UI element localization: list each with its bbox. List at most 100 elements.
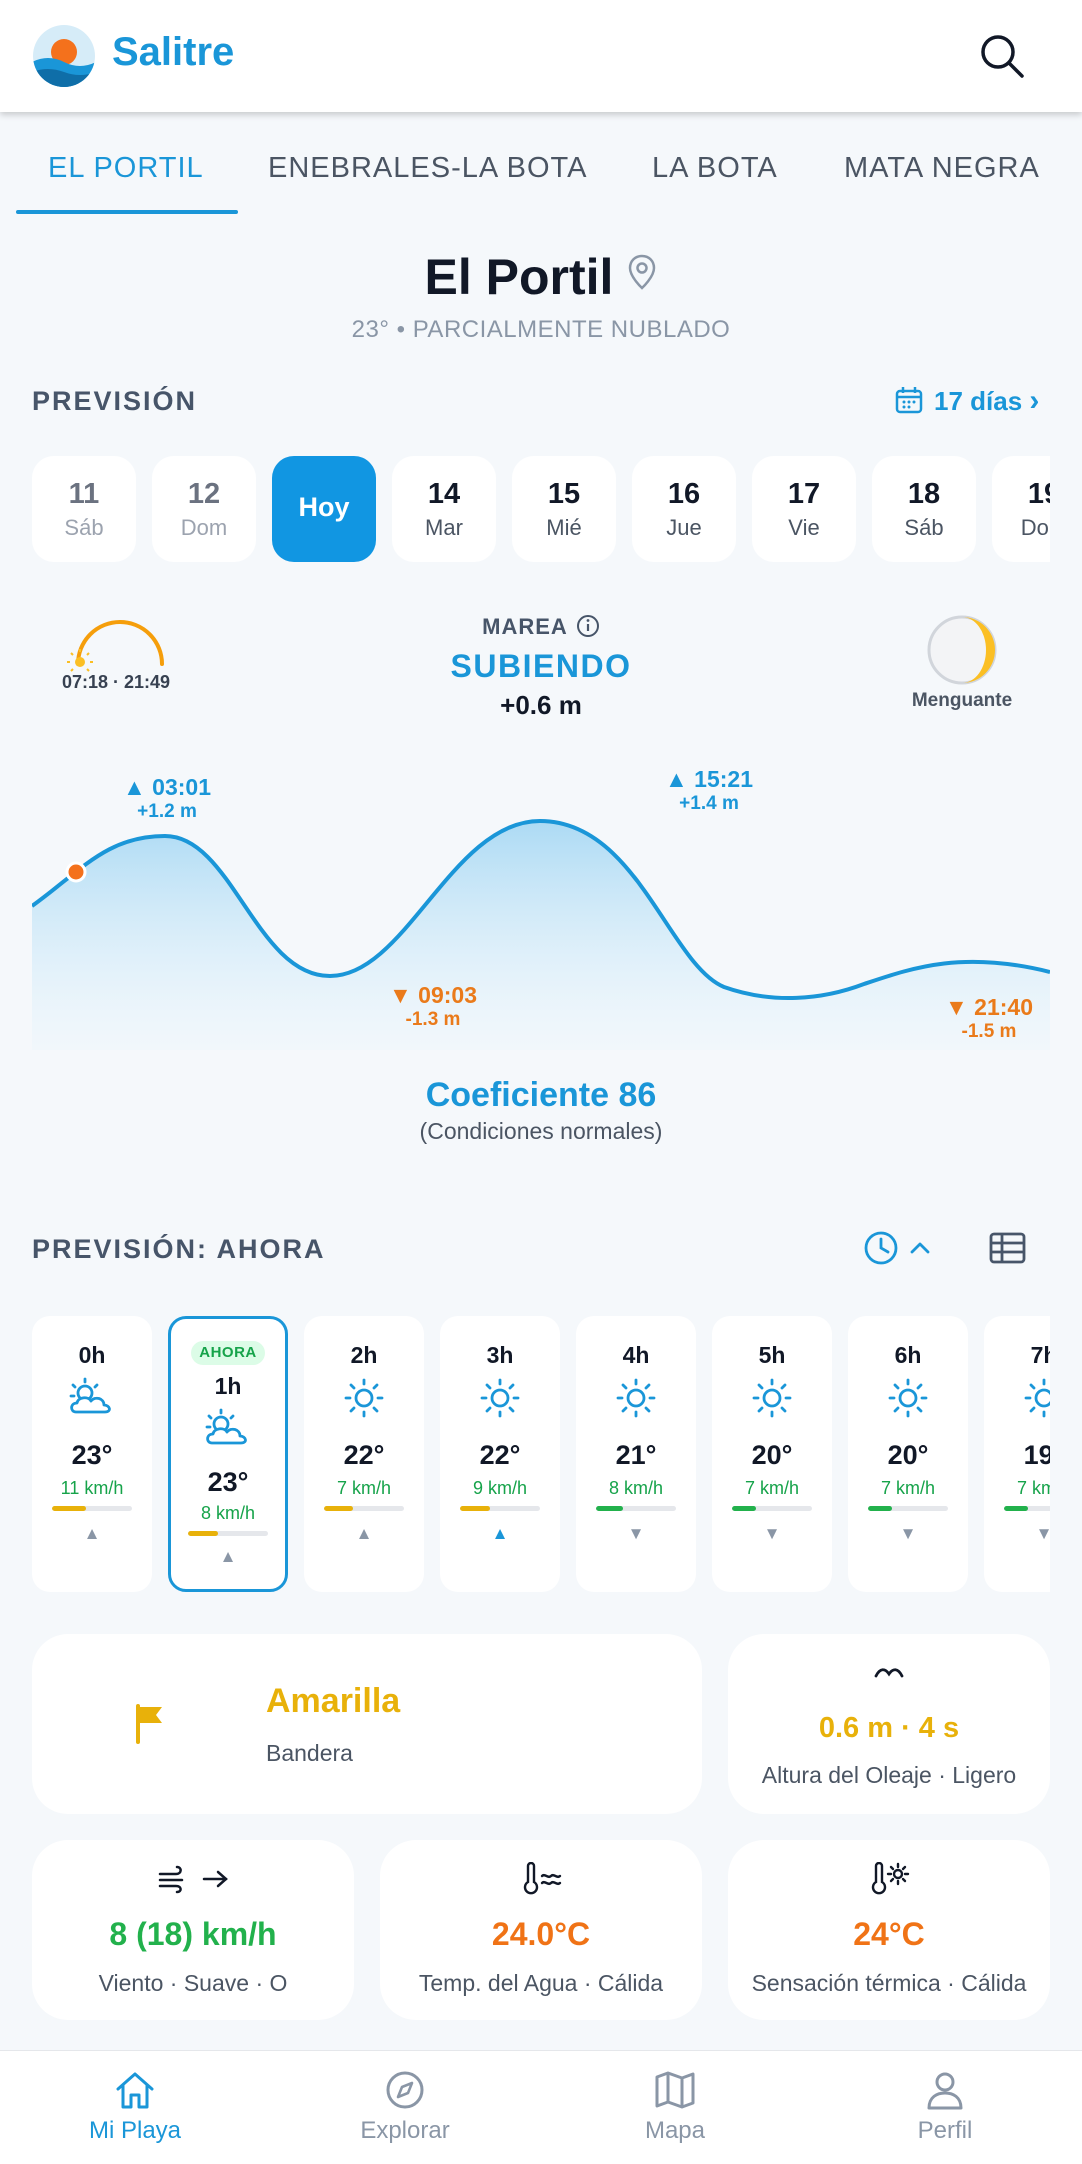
hour-temp: 19° xyxy=(1023,1440,1050,1470)
tide-coefficient-note: (Condiciones normales) xyxy=(419,1118,663,1144)
partly-cloudy-icon xyxy=(205,1408,247,1445)
tide-time: ▲ 03:01 xyxy=(123,774,211,800)
search-icon[interactable] xyxy=(976,30,1028,82)
day-chip[interactable]: 14 Mar xyxy=(392,456,496,562)
user-icon xyxy=(927,2072,963,2110)
day-chip[interactable]: 17 Vie xyxy=(752,456,856,562)
location-title: El Portil xyxy=(0,248,1082,306)
hour-label: 5h xyxy=(758,1342,786,1368)
tide-label-text: MAREA xyxy=(482,614,568,639)
day-name: Mar xyxy=(425,515,463,540)
tide-trend-icon: ▲ xyxy=(491,1524,509,1543)
clock-toggle-icon[interactable] xyxy=(864,1228,934,1268)
hour-card[interactable]: 5h 20° 7 km/h ▼ xyxy=(712,1316,832,1592)
sun-icon xyxy=(480,1378,520,1418)
day-number: 12 xyxy=(187,478,221,510)
tide-trend-icon: ▼ xyxy=(899,1524,917,1543)
nav-perfil[interactable]: Perfil xyxy=(810,2051,1080,2164)
day-name: Sáb xyxy=(904,515,944,540)
hour-card[interactable]: 7h 19° 7 km/h ▼ xyxy=(984,1316,1050,1592)
day-name: Mié xyxy=(546,515,582,540)
day-chip-today[interactable]: Hoy xyxy=(272,456,376,562)
tide-coefficient: Coeficiente 86 xyxy=(425,1076,657,1114)
nav-label: Mapa xyxy=(644,2117,706,2144)
tide-trend-icon: ▲ xyxy=(83,1524,101,1543)
day-chip[interactable]: 12 Dom xyxy=(152,456,256,562)
waves-label: Altura del Oleaje · Ligero xyxy=(761,1762,1017,1788)
tide-trend-icon: ▼ xyxy=(763,1524,781,1543)
sun-icon xyxy=(616,1378,656,1418)
tide-label: MAREA xyxy=(0,614,1082,640)
day-name: Sáb xyxy=(64,515,104,540)
tide-time: ▲ 15:21 xyxy=(665,766,753,792)
waves-card[interactable]: 0.6 m · 4 s Altura del Oleaje · Ligero xyxy=(728,1634,1050,1814)
hour-label: 7h xyxy=(1030,1342,1050,1368)
hour-card-now[interactable]: AHORA 1h 23° 8 km/h ▲ xyxy=(168,1316,288,1592)
hour-label: 0h xyxy=(78,1342,106,1368)
tide-line xyxy=(32,818,1050,1001)
tab-la-bota[interactable]: LA BOTA xyxy=(652,152,778,184)
nav-mi-playa[interactable]: Mi Playa xyxy=(0,2051,270,2164)
day-chip[interactable]: 15 Mié xyxy=(512,456,616,562)
day-chip[interactable]: 18 Sáb xyxy=(872,456,976,562)
day-chip[interactable]: 11 Sáb xyxy=(32,456,136,562)
water-temp-card[interactable]: 24.0°C Temp. del Agua · Cálida xyxy=(380,1840,702,2020)
wind-bar xyxy=(460,1506,540,1511)
nav-explorar[interactable]: Explorar xyxy=(270,2051,540,2164)
wind-bar xyxy=(1004,1506,1050,1511)
hourly-section-label: PREVISIÓN: AHORA xyxy=(32,1234,326,1264)
active-tab-indicator xyxy=(16,210,238,214)
hour-card[interactable]: 2h 22° 7 km/h ▲ xyxy=(304,1316,424,1592)
hour-wind: 7 km/h xyxy=(744,1478,800,1498)
nav-label: Mi Playa xyxy=(88,2117,182,2144)
hour-label: 6h xyxy=(894,1342,922,1368)
hour-temp: 20° xyxy=(887,1440,929,1470)
hour-wind: 7 km/h xyxy=(1016,1478,1050,1498)
moon-phase-label: Menguante xyxy=(911,690,1013,711)
hour-temp: 22° xyxy=(343,1440,385,1470)
compass-icon xyxy=(386,2071,424,2109)
tide-delta: +0.6 m xyxy=(500,690,582,720)
app-header: Salitre xyxy=(0,0,1082,112)
feels-like-value: 24°C xyxy=(853,1916,925,1952)
forecast-section-label: PREVISIÓN xyxy=(32,386,198,416)
sun-icon xyxy=(888,1378,928,1418)
hour-card[interactable]: 4h 21° 8 km/h ▼ xyxy=(576,1316,696,1592)
wind-direction-icon xyxy=(158,1865,228,1894)
nav-mapa[interactable]: Mapa xyxy=(540,2051,810,2164)
moon-phase-icon xyxy=(927,615,997,685)
sun-icon xyxy=(344,1378,384,1418)
hour-card[interactable]: 3h 22° 9 km/h ▲ xyxy=(440,1316,560,1592)
day-number: 14 xyxy=(427,478,461,510)
wave-icon xyxy=(874,1668,904,1678)
tab-mata-negra[interactable]: MATA NEGRA xyxy=(844,152,1040,184)
hour-card[interactable]: 6h 20° 7 km/h ▼ xyxy=(848,1316,968,1592)
days-range-link[interactable]: 17 días › xyxy=(894,384,1039,418)
info-icon[interactable] xyxy=(576,614,600,638)
day-number: 18 xyxy=(907,478,941,510)
salitre-logo-icon xyxy=(33,25,95,87)
feels-like-card[interactable]: 24°C Sensación térmica · Cálida xyxy=(728,1840,1050,2020)
tab-el-portil[interactable]: EL PORTIL xyxy=(48,152,204,184)
day-number: 17 xyxy=(787,478,821,510)
sun-thermometer-icon xyxy=(871,1862,910,1895)
flag-value: Amarilla xyxy=(266,1682,401,1720)
water-temp-label: Temp. del Agua · Cálida xyxy=(418,1970,664,1996)
feels-like-label: Sensación térmica · Cálida xyxy=(751,1970,1027,1996)
tab-enebrales-la-bota[interactable]: ENEBRALES-LA BOTA xyxy=(268,152,588,184)
day-name: Dom xyxy=(1020,515,1050,540)
calendar-icon xyxy=(895,387,923,414)
location-pin-icon[interactable] xyxy=(627,254,657,290)
table-view-icon[interactable] xyxy=(988,1228,1028,1268)
day-chip[interactable]: 16 Jue xyxy=(632,456,736,562)
tide-height: -1.5 m xyxy=(961,1021,1017,1042)
hour-card[interactable]: 0h 23° 11 km/h ▲ xyxy=(32,1316,152,1592)
day-chip[interactable]: 19 Dom xyxy=(992,456,1050,562)
weather-summary: 23° • PARCIALMENTE NUBLADO xyxy=(351,316,731,343)
day-number: 16 xyxy=(667,478,701,510)
flag-card[interactable]: Amarilla Bandera xyxy=(32,1634,702,1814)
wind-card[interactable]: 8 (18) km/h Viento · Suave · O xyxy=(32,1840,354,2020)
chevron-right-icon: › xyxy=(1029,384,1040,417)
tide-time: ▼ 09:03 xyxy=(389,982,477,1008)
days-range-label: 17 días xyxy=(934,386,1023,416)
